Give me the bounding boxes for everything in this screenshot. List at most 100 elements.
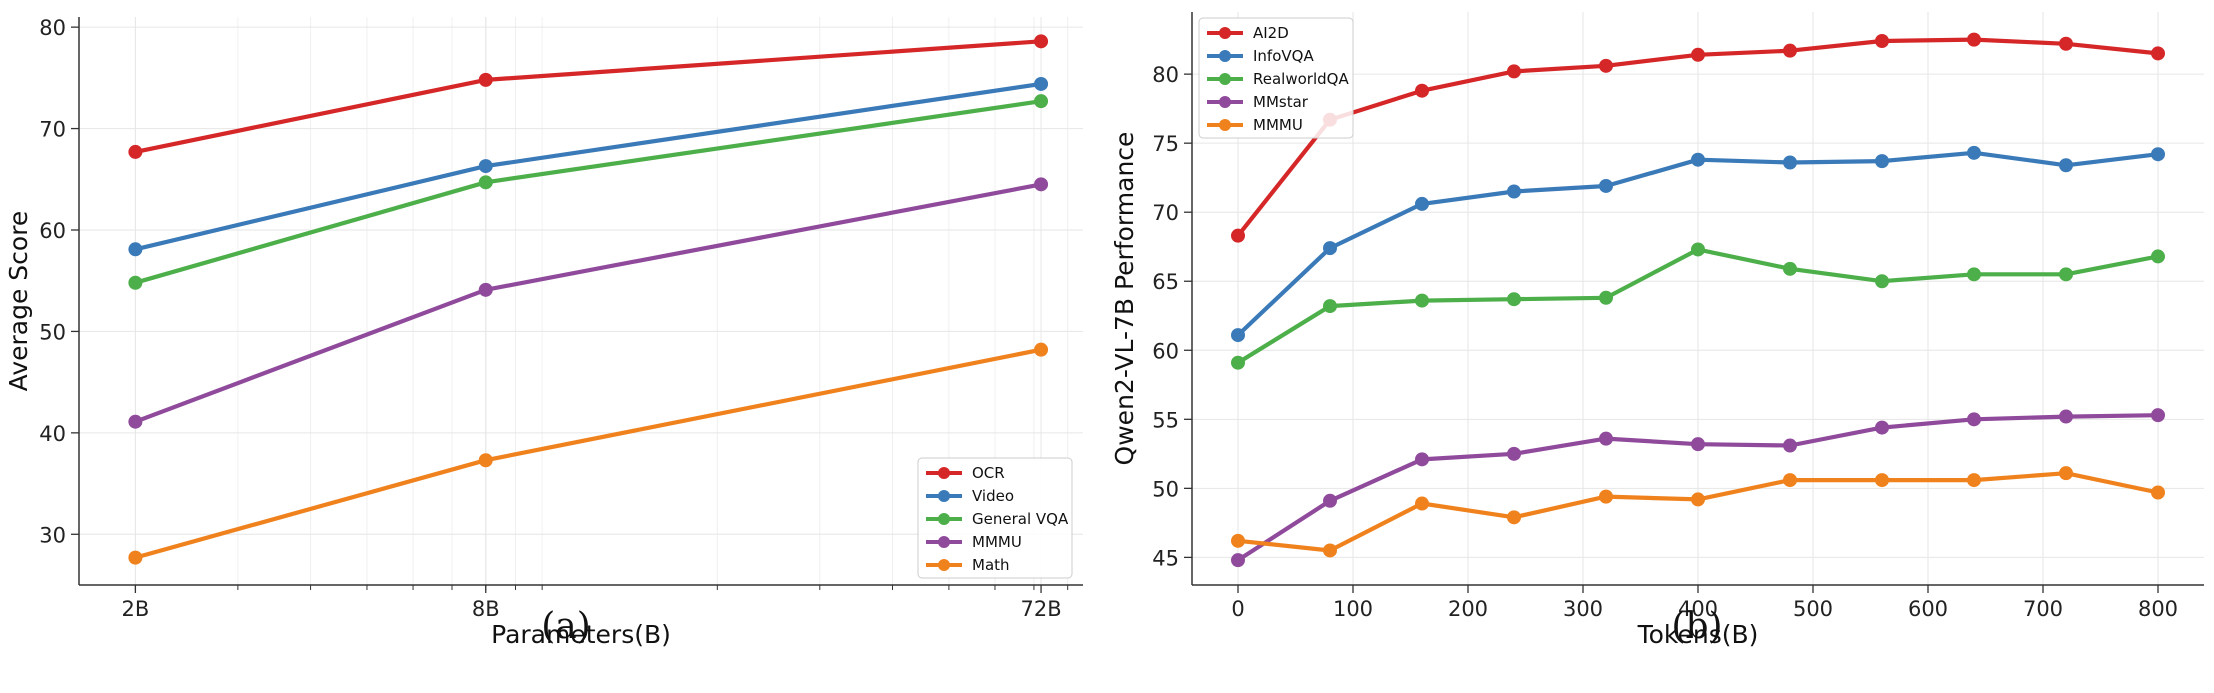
y-tick-label: 70 (39, 118, 66, 142)
x-tick-label: 300 (1563, 597, 1603, 621)
legend-label-realworldqa: RealworldQA (1253, 70, 1349, 88)
data-point-infovqa (1323, 241, 1337, 256)
y-tick-label: 45 (1152, 546, 1179, 570)
data-point-math (478, 453, 493, 468)
data-point-ai2d (1691, 47, 1705, 62)
legend-box (1198, 17, 1354, 139)
data-point-realworldqa (1415, 293, 1429, 308)
y-tick-label: 50 (39, 320, 66, 344)
data-point-mmstar (1323, 493, 1337, 508)
x-tick-label: 500 (1793, 597, 1833, 621)
data-point-ai2d (1875, 33, 1889, 48)
legend-label-mmstar: MMstar (1253, 93, 1309, 111)
legend-label-general-vqa: General VQA (972, 510, 1069, 528)
data-point-infovqa (1231, 328, 1245, 343)
data-point-realworldqa (1323, 299, 1337, 314)
data-point-mmmu (1415, 496, 1429, 511)
legend-marker-video (938, 490, 950, 502)
data-point-realworldqa (1599, 290, 1613, 305)
data-point-ai2d (1231, 228, 1245, 243)
y-tick-label: 60 (39, 219, 66, 243)
data-point-ai2d (1599, 58, 1613, 73)
legend-label-math: Math (972, 556, 1010, 574)
panel-label: (a) (541, 606, 591, 647)
data-point-general-vqa (128, 275, 143, 290)
y-tick-label: 40 (39, 422, 66, 446)
x-axis-label: Parameters(B) (491, 620, 671, 649)
panel-label: (b) (1671, 606, 1722, 647)
legend-marker-infovqa (1219, 50, 1231, 62)
data-point-realworldqa (1507, 292, 1521, 307)
data-point-mmstar (1415, 452, 1429, 467)
chart-b: 0 100 200 300 400 500 600 700 800 45 50 55 60 65 70 75 8… (1110, 12, 2204, 649)
data-point-mmmu (1231, 533, 1245, 548)
data-point-ai2d (1415, 83, 1429, 98)
data-point-video (478, 159, 493, 174)
x-axis-label: Tokens(B) (1637, 620, 1759, 649)
legend-label-infovqa: InfoVQA (1253, 47, 1314, 65)
data-point-general-vqa (478, 175, 493, 190)
data-point-infovqa (1415, 196, 1429, 211)
data-point-mmstar (1691, 437, 1705, 452)
series-line-math (133, 347, 1044, 560)
data-point-ai2d (1507, 64, 1521, 79)
data-point-ai2d (1967, 32, 1981, 47)
data-point-infovqa (1507, 184, 1521, 199)
data-point-mmmu (2151, 485, 2165, 500)
data-point-infovqa (1875, 154, 1889, 169)
x-tick-label: 200 (1448, 597, 1488, 621)
data-point-realworldqa (2059, 267, 2073, 282)
data-point-mmmu (1507, 510, 1521, 525)
data-point-mmmu (1034, 177, 1049, 192)
data-point-mmstar (1783, 438, 1797, 453)
x-tick-label: 8B (472, 597, 500, 621)
y-tick-label: 50 (1152, 477, 1179, 501)
x-tick-label: 100 (1333, 597, 1373, 621)
data-point-mmmu (128, 414, 143, 429)
data-point-infovqa (1967, 145, 1981, 160)
data-point-infovqa (2059, 158, 2073, 173)
legend-label-ai2d: AI2D (1253, 24, 1289, 42)
data-point-mmstar (1599, 431, 1613, 446)
data-point-ai2d (2151, 46, 2165, 61)
data-point-infovqa (1691, 152, 1705, 167)
y-tick-label: 75 (1152, 132, 1179, 156)
chart-a: 2B 8B 72B 30 40 50 60 70 80 Parameters(B) Average … (4, 16, 1083, 649)
data-point-mmmu (1691, 492, 1705, 507)
legend-label-mmmu: MMMU (972, 533, 1022, 551)
data-point-infovqa (1783, 155, 1797, 170)
y-tick-label: 80 (39, 16, 66, 40)
x-tick-label: 400 (1678, 597, 1718, 621)
data-point-mmstar (1231, 553, 1245, 568)
data-point-ai2d (2059, 36, 2073, 51)
x-tick-label: 700 (2023, 597, 2063, 621)
data-point-mmmu (478, 282, 493, 297)
y-axis-label: Average Score (4, 211, 33, 392)
data-point-ai2d (1783, 43, 1797, 58)
data-point-realworldqa (1967, 267, 1981, 282)
legend-marker-math (938, 559, 950, 571)
x-tick-label: 2B (122, 597, 150, 621)
y-tick-label: 30 (39, 523, 66, 547)
legend-marker-mmmu (938, 536, 950, 548)
data-point-mmstar (1875, 420, 1889, 435)
series-line-ocr (133, 39, 1044, 154)
legend-marker-realworldqa (1219, 73, 1231, 85)
legend-label-ocr: OCR (972, 464, 1005, 482)
legend-label-video: Video (972, 487, 1014, 505)
data-point-mmmu (1323, 543, 1337, 558)
data-point-general-vqa (1034, 94, 1049, 109)
y-tick-label: 60 (1152, 339, 1179, 363)
series-line-mmmu (133, 182, 1044, 424)
y-tick-label: 70 (1152, 201, 1179, 225)
data-point-mmstar (1967, 412, 1981, 427)
data-point-realworldqa (1875, 274, 1889, 289)
legend-marker-mmstar (1219, 96, 1231, 108)
y-axis-label: Qwen2-VL-7B Performance (1110, 132, 1139, 466)
data-point-ocr (1034, 34, 1049, 49)
data-point-mmstar (2151, 408, 2165, 423)
data-point-realworldqa (2151, 249, 2165, 264)
legend-box (917, 457, 1073, 579)
legend-marker-ai2d (1219, 27, 1231, 39)
